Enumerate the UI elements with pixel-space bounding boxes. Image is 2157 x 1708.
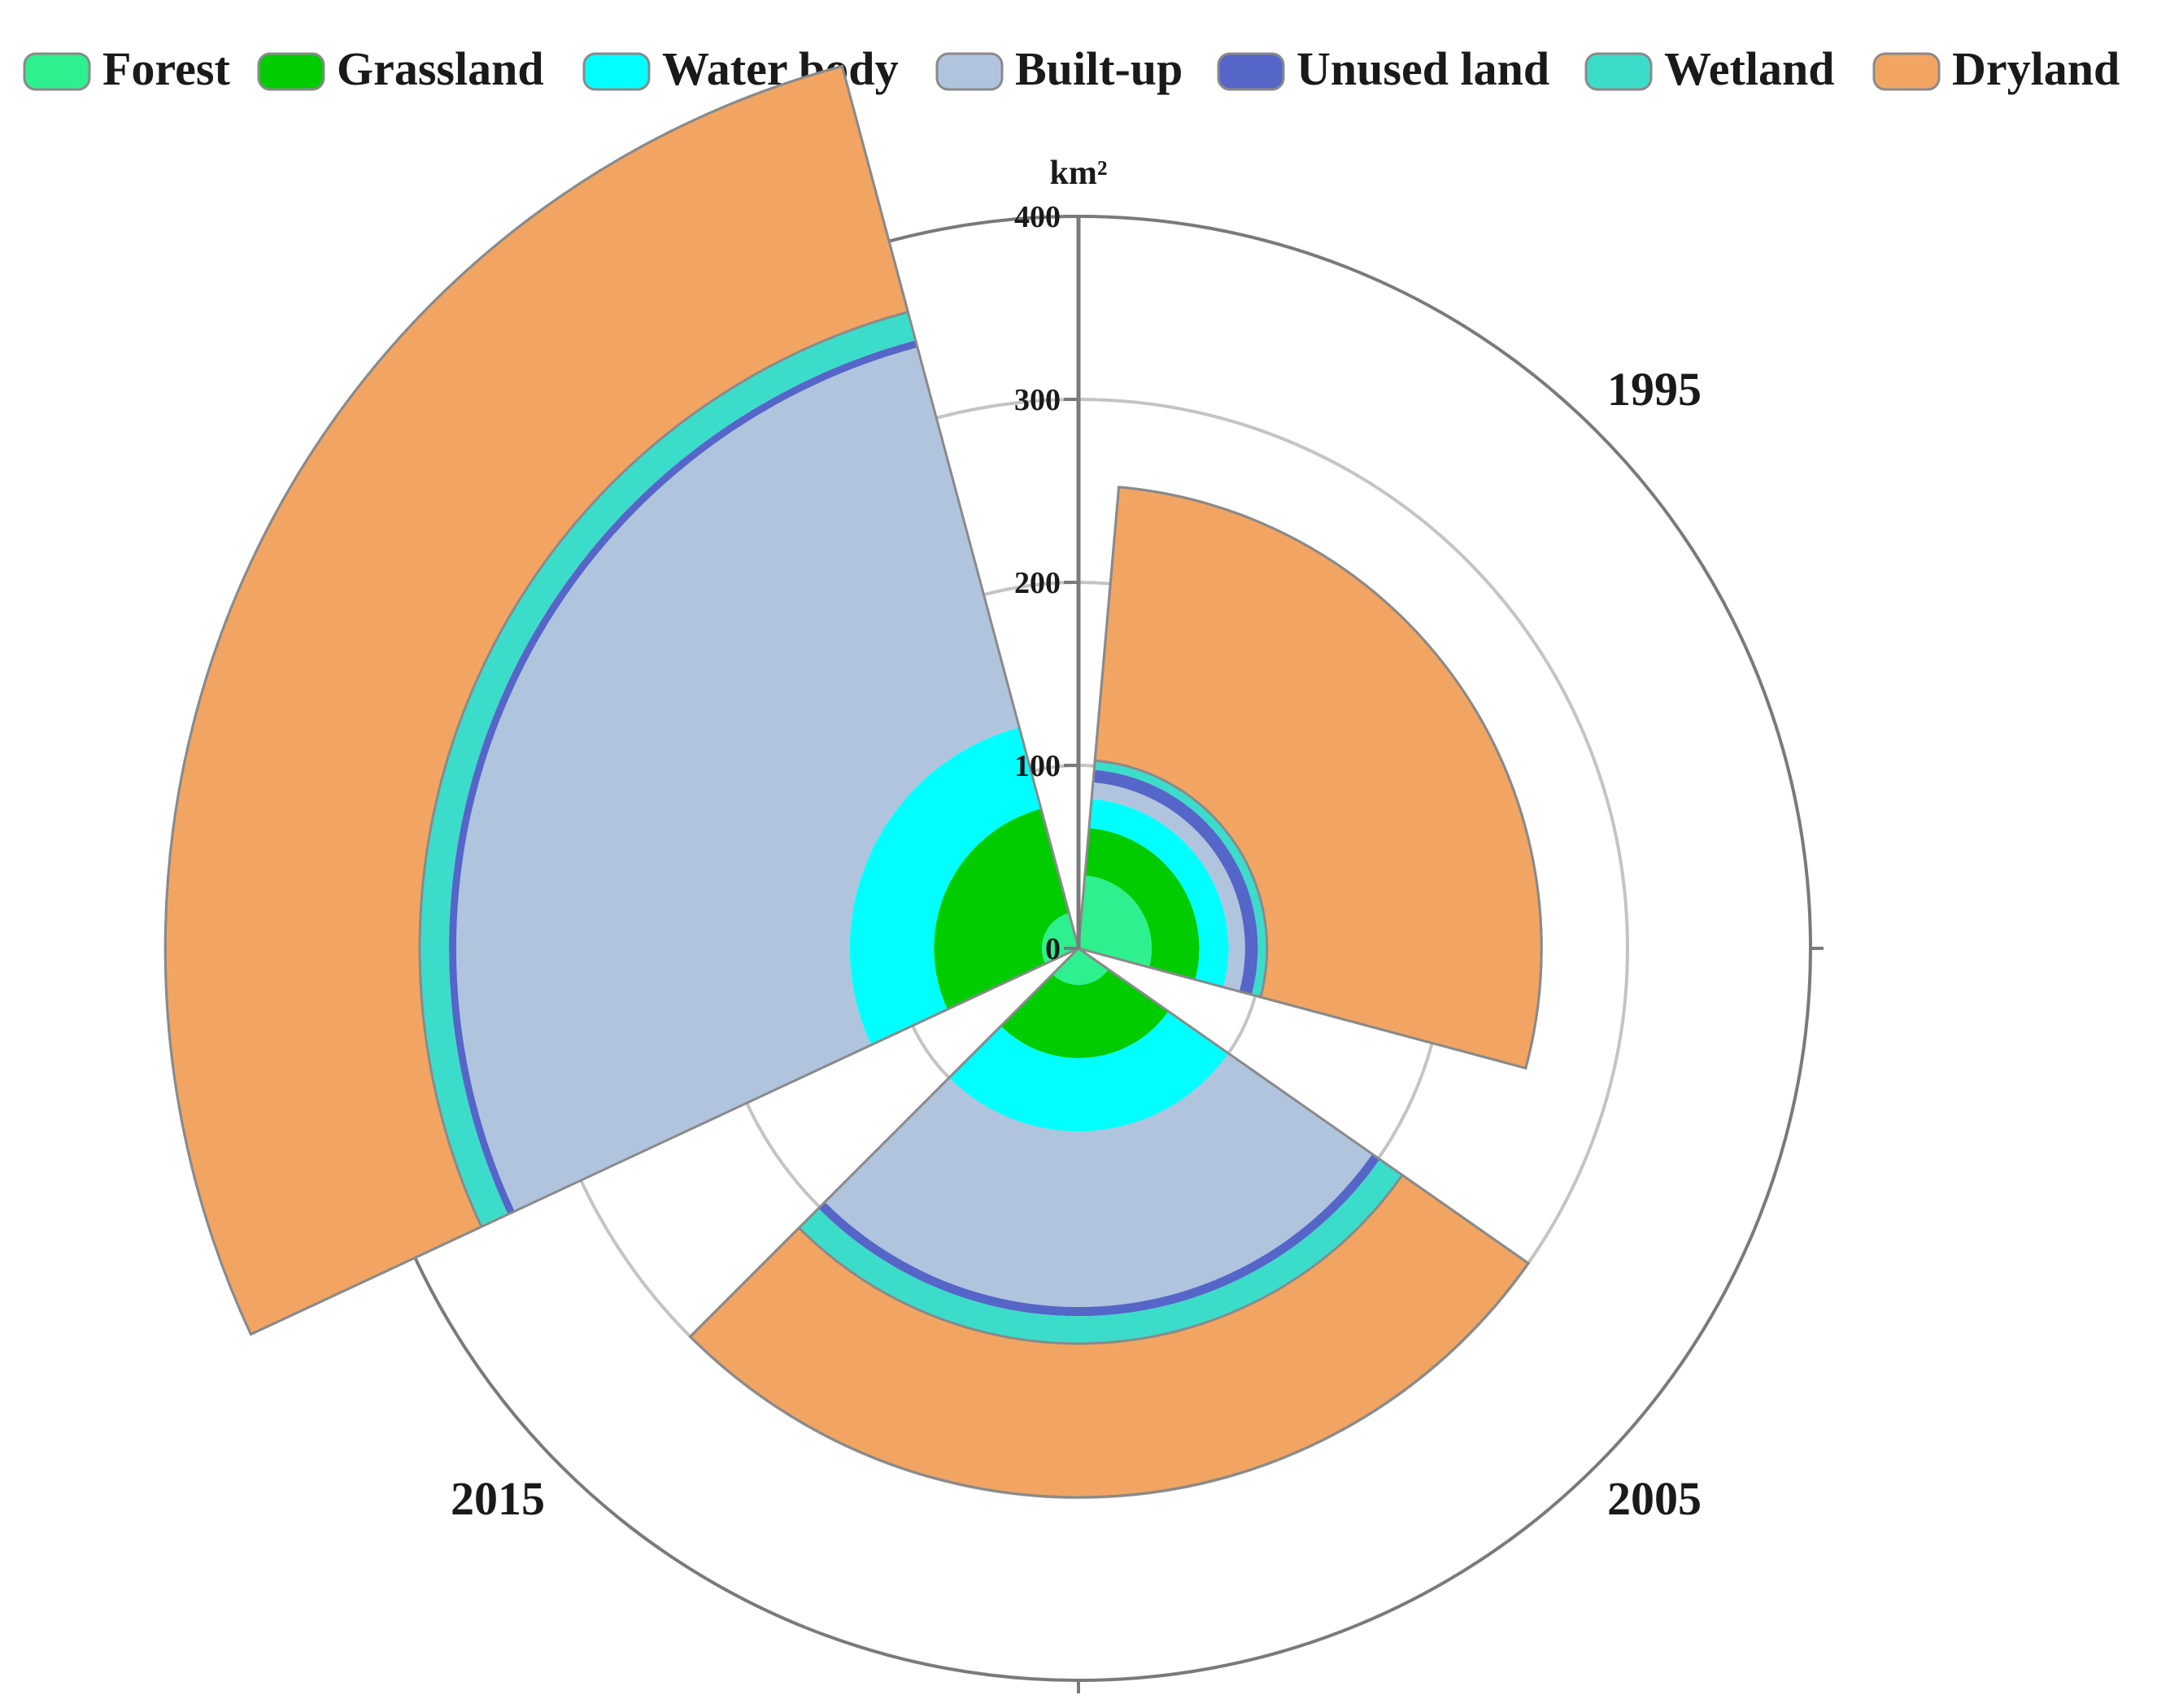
bar-2005-water-body xyxy=(948,1011,1229,1131)
legend-item-water-body: Water body xyxy=(582,42,899,95)
r-tick-label: 0 xyxy=(1045,932,1061,966)
legend-label: Built-up xyxy=(1015,42,1183,95)
category-labels: 1995 2005 2015 xyxy=(451,363,1702,1525)
stack-outline-1995 xyxy=(1077,486,1543,1070)
legend-label: Unused land xyxy=(1296,42,1549,95)
stack-outline-2015 xyxy=(163,64,1080,1336)
bar-2005-grassland xyxy=(1000,969,1169,1059)
bar-2005-forest xyxy=(1052,948,1109,985)
category-label-2005: 2005 xyxy=(1607,1472,1702,1525)
legend-item-dryland: Dryland xyxy=(1872,42,2120,95)
legend-swatch xyxy=(582,52,651,91)
legend-swatch xyxy=(1584,52,1653,91)
radial-axis: 0 100 200 300 400 km² xyxy=(1014,155,1107,966)
axis-unit-label: km² xyxy=(1050,155,1108,192)
bar-2015-built-up xyxy=(455,347,1020,1212)
stack-2015 xyxy=(163,64,1080,1336)
r-tick-label: 300 xyxy=(1014,383,1061,417)
legend-swatch xyxy=(1872,52,1941,91)
bars xyxy=(163,64,1543,1499)
stack-2005 xyxy=(688,947,1531,1499)
legend-label: Forest xyxy=(102,42,230,95)
stack-1995 xyxy=(1077,486,1543,1070)
bar-1995-built-up xyxy=(1092,782,1245,991)
bar-2015-water-body xyxy=(849,727,1041,1045)
legend-label: Dryland xyxy=(1952,42,2120,95)
r-tick-label: 100 xyxy=(1014,749,1061,783)
legend-swatch xyxy=(1217,52,1285,91)
legend-label: Grassland xyxy=(337,42,544,95)
bar-2015-forest xyxy=(1042,913,1078,965)
bar-1995-forest xyxy=(1078,875,1152,968)
stack-outline-2005 xyxy=(688,947,1531,1499)
legend-item-wetland: Wetland xyxy=(1584,42,1835,95)
bar-2005-built-up xyxy=(825,1053,1373,1308)
legend-item-built-up: Built-up xyxy=(935,42,1183,95)
legend-item-unused-land: Unused land xyxy=(1217,42,1549,95)
legend-label: Wetland xyxy=(1664,42,1835,95)
category-label-2015: 2015 xyxy=(451,1472,545,1525)
bar-1995-water-body xyxy=(1088,799,1229,987)
legend: Forest Grassland Water body Built-up Unused … xyxy=(23,42,2120,95)
bar-1995-grassland xyxy=(1084,828,1200,980)
bar-2005-wetland xyxy=(799,1159,1403,1344)
bar-2005-unused-land xyxy=(818,1153,1380,1317)
legend-swatch xyxy=(23,52,91,91)
r-tick-label: 200 xyxy=(1014,566,1061,600)
legend-swatch xyxy=(257,52,325,91)
bar-1995-dryland xyxy=(1093,486,1543,1070)
legend-item-grassland: Grassland xyxy=(257,42,544,95)
bar-2015-wetland xyxy=(419,312,916,1227)
legend-swatch xyxy=(935,52,1004,91)
bar-2015-grassland xyxy=(934,808,1070,1010)
r-tick-label: 400 xyxy=(1014,200,1061,234)
category-label-1995: 1995 xyxy=(1607,363,1702,416)
legend-item-forest: Forest xyxy=(23,42,230,95)
